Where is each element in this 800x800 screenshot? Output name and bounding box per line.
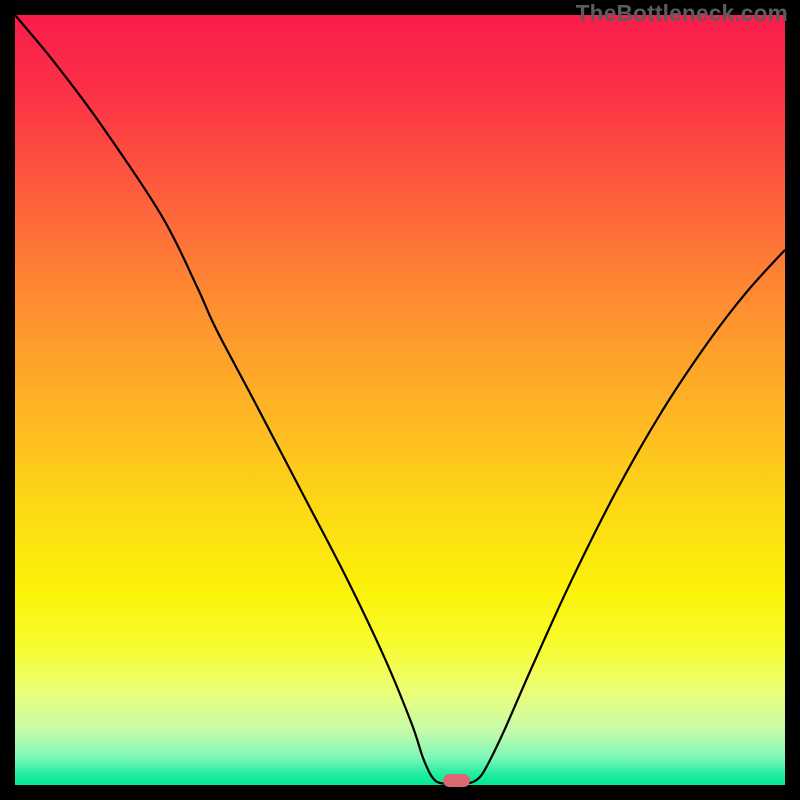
optimum-marker — [443, 774, 470, 787]
plot-area — [15, 15, 785, 785]
bottleneck-curve — [15, 15, 785, 784]
watermark-text: TheBottleneck.com — [576, 0, 788, 27]
curve-layer — [15, 15, 785, 785]
chart-stage: TheBottleneck.com — [0, 0, 800, 800]
